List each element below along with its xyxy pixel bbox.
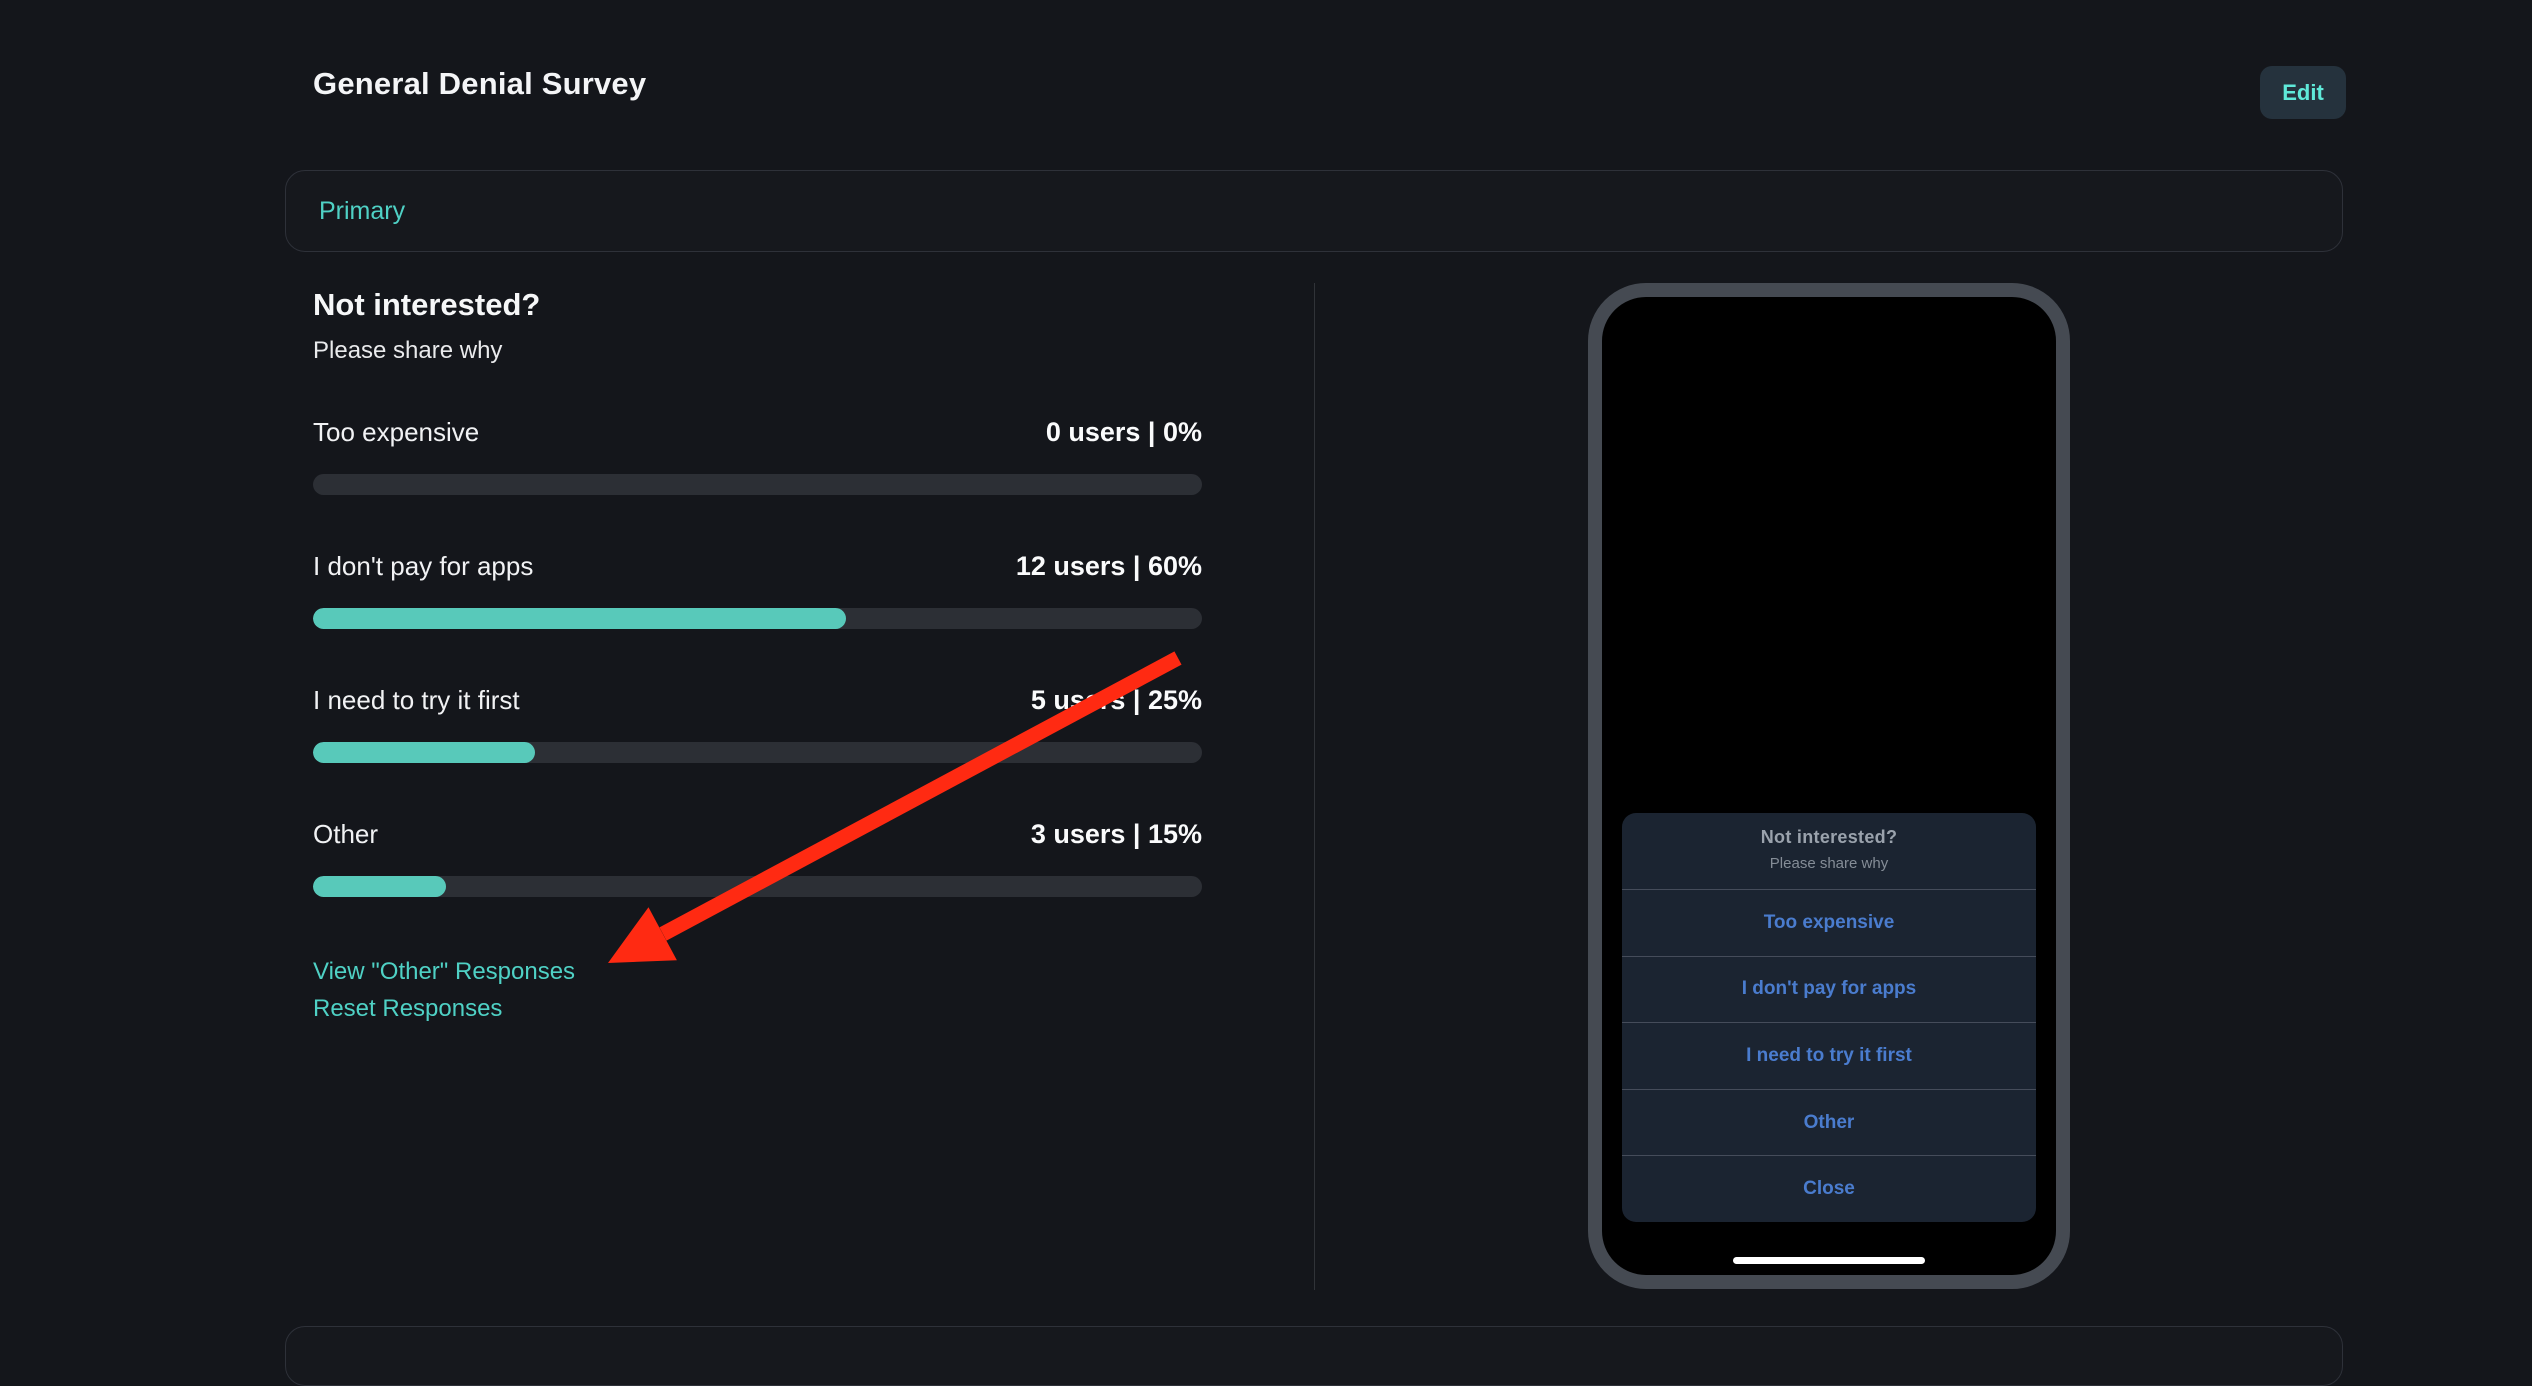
stats-column: Not interested? Please share why Too exp… — [285, 283, 1315, 1290]
option-bar-track — [313, 742, 1202, 763]
sheet-header: Not interested? Please share why — [1622, 813, 2036, 889]
sheet-option: I don't pay for apps — [1622, 955, 2036, 1023]
option-label: I don't pay for apps — [313, 551, 534, 581]
option-stat: 5 users | 25% — [1030, 685, 1202, 715]
option-stat: 12 users | 60% — [1015, 551, 1202, 581]
section-primary-label: Primary — [319, 196, 406, 225]
option-bar-fill — [313, 742, 536, 763]
question-subtitle: Please share why — [313, 337, 503, 364]
edit-button[interactable]: Edit — [2260, 66, 2346, 119]
option-bar-track — [313, 608, 1202, 629]
sheet-option: Other — [1622, 1088, 2036, 1156]
reset-responses-link[interactable]: Reset Responses — [313, 995, 503, 1022]
view-other-responses-link[interactable]: View "Other" Responses — [313, 958, 576, 985]
option-label: Other — [313, 819, 379, 849]
option-stat: 0 users | 0% — [1045, 417, 1202, 447]
option-label: Too expensive — [313, 417, 480, 447]
next-section-card — [285, 1326, 2343, 1386]
sheet-close-option: Close — [1622, 1155, 2036, 1222]
response-links: View "Other" Responses Reset Responses — [313, 953, 1202, 1027]
option-bar-track — [313, 474, 1202, 495]
survey-results-panel: Not interested? Please share why Too exp… — [285, 283, 2343, 1290]
phone-mockup: Not interested? Please share why Too exp… — [1588, 283, 2070, 1289]
survey-sheet-preview: Not interested? Please share why Too exp… — [1622, 813, 2036, 1222]
option-stat: 3 users | 15% — [1030, 819, 1202, 849]
option-bar-track — [313, 876, 1202, 897]
sheet-option: I need to try it first — [1622, 1022, 2036, 1089]
preview-column: Not interested? Please share why Too exp… — [1315, 283, 2343, 1290]
sheet-subtitle: Please share why — [1769, 855, 1889, 872]
option-result-row: I need to try it first 5 users | 25% — [313, 685, 1202, 763]
sheet-title: Not interested? — [1760, 827, 1898, 847]
option-result-row: Too expensive 0 users | 0% — [313, 417, 1202, 495]
option-result-row: I don't pay for apps 12 users | 60% — [313, 551, 1202, 629]
option-label: I need to try it first — [313, 685, 520, 715]
option-bar-fill — [313, 876, 447, 897]
question-title: Not interested? — [313, 287, 541, 322]
sheet-option: Too expensive — [1622, 889, 2036, 956]
option-bar-fill — [313, 608, 847, 629]
option-result-row: Other 3 users | 15% — [313, 819, 1202, 897]
page-title: General Denial Survey — [313, 66, 647, 101]
option-results-list: Too expensive 0 users | 0% I don't pay f… — [313, 417, 1202, 897]
section-primary[interactable]: Primary — [285, 170, 2343, 252]
phone-home-indicator — [1733, 1257, 1925, 1264]
